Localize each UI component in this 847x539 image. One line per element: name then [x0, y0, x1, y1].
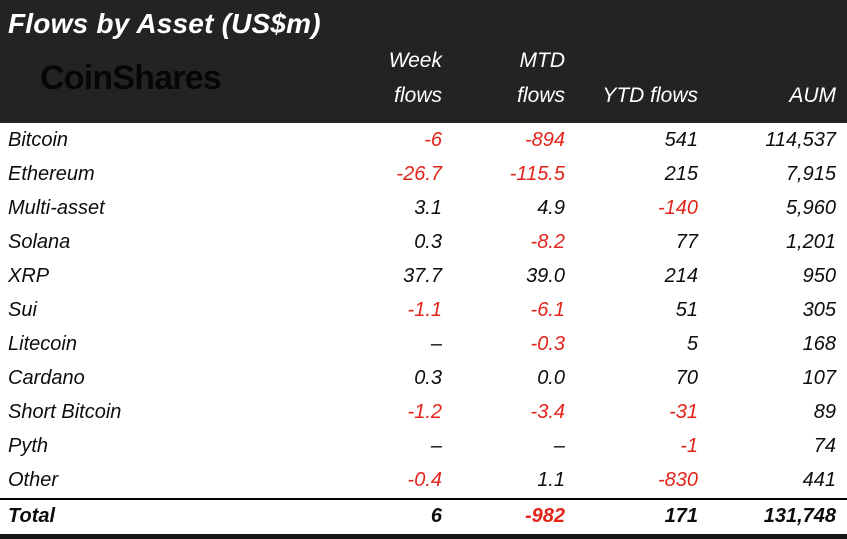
aum-cell: 305 [802, 298, 836, 321]
week-flows-cell: -6 [424, 128, 442, 151]
asset-name-cell: Solana [8, 230, 71, 253]
asset-name-cell: Multi-asset [8, 196, 105, 219]
asset-name-cell: Cardano [8, 367, 85, 390]
column-header-week-line2: flows [394, 84, 442, 107]
ytd-flows-cell: -31 [669, 401, 698, 424]
aum-cell: 5,960 [785, 196, 836, 219]
ytd-flows-cell: 70 [675, 367, 698, 390]
aum-cell: 441 [802, 469, 836, 492]
aum-cell: 168 [802, 333, 836, 355]
table-row: Total 6 -982 171 131,748 [0, 497, 847, 534]
week-flows-cell: -26.7 [396, 162, 442, 185]
table-row: Litecoin – -0.3 5 168 [0, 327, 847, 361]
mtd-flows-cell: -115.5 [509, 162, 565, 185]
week-flows-cell: – [430, 435, 442, 458]
mtd-flows-cell: -3.4 [530, 401, 565, 424]
aum-cell: 1,201 [785, 230, 836, 253]
aum-cell: 114,537 [765, 128, 836, 151]
mtd-flows-cell: -0.3 [530, 333, 565, 355]
table-row: XRP 37.7 39.0 214 950 [0, 259, 847, 293]
column-header-mtd-line1: MTD [519, 49, 566, 72]
table-row: Cardano 0.3 0.0 70 107 [0, 362, 847, 396]
week-flows-cell: 6 [430, 505, 442, 528]
ytd-flows-cell: 171 [664, 505, 698, 528]
asset-name-cell: Ethereum [8, 162, 95, 185]
ytd-flows-cell: -830 [657, 469, 698, 492]
aum-cell: 74 [813, 435, 836, 458]
column-header-week-line1: Week [388, 49, 442, 72]
table-row: Other -0.4 1.1 -830 441 [0, 464, 847, 498]
column-header-week-flows: Week flows [330, 43, 442, 114]
ytd-flows-cell: -140 [657, 196, 698, 219]
asset-name-cell: Sui [8, 298, 37, 321]
table-row: Pyth – – -1 74 [0, 430, 847, 464]
aum-cell: 131,748 [763, 505, 836, 528]
table-row: Multi-asset 3.1 4.9 -140 5,960 [0, 191, 847, 225]
mtd-flows-cell: – [553, 435, 565, 458]
asset-name-cell: XRP [8, 264, 50, 287]
week-flows-cell: 3.1 [414, 196, 442, 219]
column-header-mtd-flows: MTD flows [442, 43, 565, 114]
table-row: Bitcoin -6 -894 541 114,537 [0, 123, 847, 157]
aum-cell: 107 [802, 367, 836, 390]
week-flows-cell: -1.2 [407, 401, 442, 424]
ytd-flows-cell: 51 [675, 298, 698, 321]
table-row: Short Bitcoin -1.2 -3.4 -31 89 [0, 396, 847, 430]
asset-name-cell: Short Bitcoin [8, 401, 122, 424]
page-title: Flows by Asset (US$m) [8, 8, 321, 39]
week-flows-cell: -1.1 [407, 298, 442, 321]
mtd-flows-cell: -894 [524, 128, 565, 151]
coinshares-logo: CoinShares [40, 58, 222, 97]
aum-cell: 7,915 [785, 162, 836, 185]
ytd-flows-cell: 214 [664, 264, 698, 287]
ytd-flows-cell: -1 [680, 435, 698, 458]
mtd-flows-cell: -982 [524, 505, 565, 528]
mtd-flows-cell: -8.2 [530, 230, 565, 253]
week-flows-cell: -0.4 [407, 469, 442, 492]
asset-name-cell: Total [8, 505, 56, 528]
mtd-flows-cell: 0.0 [537, 367, 565, 390]
ytd-flows-cell: 77 [675, 230, 698, 253]
mtd-flows-cell: 1.1 [537, 469, 565, 492]
aum-cell: 89 [813, 401, 836, 424]
asset-name-cell: Other [8, 469, 59, 492]
column-header-ytd-flows: YTD flows [602, 84, 698, 107]
asset-name-cell: Pyth [8, 435, 49, 458]
asset-name-cell: Bitcoin [8, 128, 69, 151]
table-row: Solana 0.3 -8.2 77 1,201 [0, 225, 847, 259]
aum-cell: 950 [802, 264, 836, 287]
table-body: Bitcoin -6 -894 541 114,537 Ethereum -26… [0, 123, 847, 534]
table-row: Sui -1.1 -6.1 51 305 [0, 293, 847, 327]
week-flows-cell: – [430, 333, 442, 355]
column-header-row: CoinShares Week flows MTD flows YTD flow… [8, 42, 836, 114]
asset-name-cell: Litecoin [8, 333, 77, 355]
column-header-aum: AUM [789, 84, 836, 107]
table-row: Ethereum -26.7 -115.5 215 7,915 [0, 157, 847, 191]
table-header: Flows by Asset (US$m) CoinShares Week fl… [0, 0, 847, 123]
week-flows-cell: 37.7 [403, 264, 442, 287]
ytd-flows-cell: 541 [664, 128, 698, 151]
column-header-mtd-line2: flows [517, 84, 565, 107]
mtd-flows-cell: 39.0 [526, 264, 565, 287]
week-flows-cell: 0.3 [414, 230, 442, 253]
ytd-flows-cell: 215 [664, 162, 698, 185]
mtd-flows-cell: -6.1 [530, 298, 565, 321]
ytd-flows-cell: 5 [686, 333, 698, 355]
mtd-flows-cell: 4.9 [537, 196, 565, 219]
week-flows-cell: 0.3 [414, 367, 442, 390]
